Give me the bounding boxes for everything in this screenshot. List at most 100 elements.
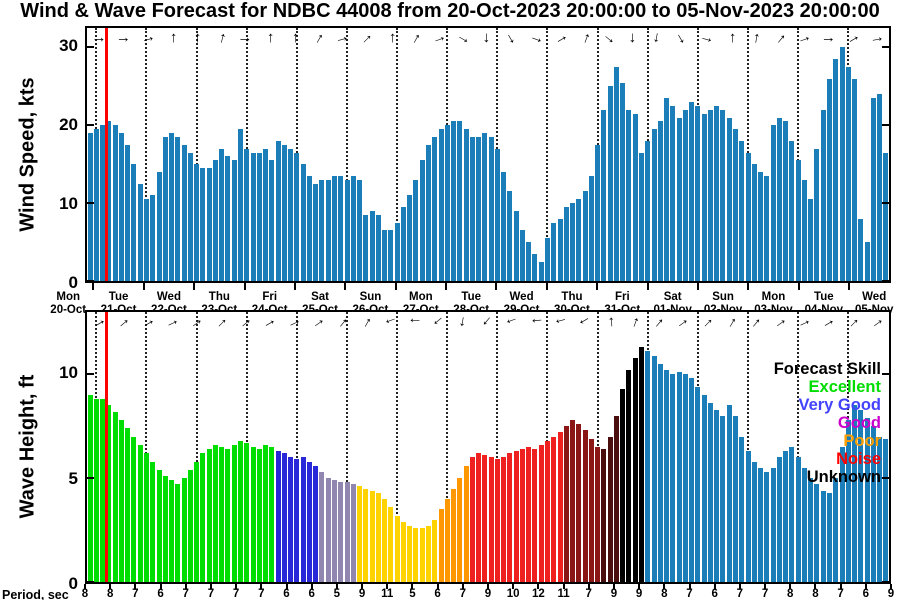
wind-bar xyxy=(826,78,832,281)
period-tick-mark xyxy=(411,584,414,589)
wind-bar xyxy=(607,86,613,281)
period-value: 9 xyxy=(484,588,492,600)
wave-bar xyxy=(557,432,563,582)
forecast-skill-legend: Forecast Skill Excellent Very Good Good … xyxy=(774,360,881,486)
y-tick-mark xyxy=(87,581,94,582)
wind-bar xyxy=(701,113,707,281)
period-tick-mark xyxy=(638,584,641,589)
wind-bar xyxy=(150,195,156,281)
wave-bar xyxy=(820,490,826,582)
period-tick-mark xyxy=(890,584,892,589)
day-tick-mark xyxy=(293,283,296,290)
day-gridline xyxy=(145,28,148,281)
wind-bar xyxy=(212,160,218,281)
wave-bar xyxy=(494,459,500,582)
wind-bar xyxy=(187,152,193,281)
period-tick-mark xyxy=(184,584,187,589)
period-value: 5 xyxy=(409,588,416,600)
period-tick-mark xyxy=(839,584,842,589)
wind-direction-arrow: → xyxy=(820,29,836,46)
wave-bar xyxy=(413,528,419,582)
wind-direction-arrow: → xyxy=(237,29,253,46)
wind-direction-arrow: → xyxy=(332,27,352,48)
wave-direction-arrow: → xyxy=(599,313,619,331)
wind-bar xyxy=(720,109,726,281)
wave-bar xyxy=(745,451,751,582)
period-tick-mark xyxy=(159,584,162,589)
period-value: 7 xyxy=(132,588,139,600)
wave-bar xyxy=(275,451,281,582)
wind-bar xyxy=(175,137,181,281)
period-tick-mark xyxy=(537,584,540,589)
wind-bar xyxy=(488,137,494,281)
day-tick-mark xyxy=(445,283,448,290)
wave-bar xyxy=(833,478,839,582)
period-tick-mark xyxy=(789,584,792,589)
wave-bar xyxy=(375,492,381,582)
wind-bar xyxy=(513,210,519,281)
period-value: 7 xyxy=(459,588,467,600)
period-value: 5 xyxy=(333,588,341,600)
legend-entry-excellent: Excellent xyxy=(808,378,881,396)
wind-direction-arrow: → xyxy=(598,26,622,49)
wave-bar xyxy=(789,447,795,582)
wind-bar xyxy=(808,199,814,281)
wave-bar xyxy=(231,444,237,582)
wind-bar xyxy=(689,101,695,281)
wave-bar xyxy=(225,449,231,582)
period-tick-mark xyxy=(235,584,238,589)
wind-bar xyxy=(707,109,713,281)
wave-bar xyxy=(826,492,832,582)
y-tick-mark xyxy=(87,46,94,49)
current-time-line xyxy=(104,28,108,281)
wind-bar xyxy=(313,183,319,281)
wind-bar xyxy=(469,137,475,281)
wind-bar xyxy=(331,175,337,281)
period-value: 11 xyxy=(557,588,570,600)
wind-bar xyxy=(645,140,651,281)
wave-direction-arrow: → xyxy=(646,310,670,333)
wind-bar xyxy=(388,230,394,281)
day-gridline xyxy=(295,312,298,582)
day-tick-mark xyxy=(545,283,548,290)
wind-bar xyxy=(657,121,663,281)
wind-bar xyxy=(112,125,118,281)
wind-bar xyxy=(269,160,275,281)
period-value: 7 xyxy=(837,588,844,600)
wave-bar xyxy=(425,525,431,582)
wind-bar xyxy=(751,164,757,281)
wave-bar xyxy=(701,395,707,582)
period-value: 6 xyxy=(308,588,315,600)
wave-bar xyxy=(238,440,243,582)
wind-bar xyxy=(789,140,795,281)
wave-bar xyxy=(394,515,400,582)
y-tick-mark xyxy=(87,202,94,205)
wind-bar xyxy=(776,117,782,281)
wave-bar xyxy=(187,469,193,582)
wave-bar xyxy=(357,486,363,582)
wind-bar xyxy=(300,164,306,281)
wind-bar xyxy=(169,133,175,281)
day-name: Wed xyxy=(509,291,534,303)
wave-direction-arrow: → xyxy=(111,310,135,333)
wind-direction-arrow: → xyxy=(697,27,717,48)
y-tick-mark xyxy=(882,124,889,127)
wave-bar xyxy=(325,478,331,582)
wave-bar xyxy=(783,451,789,582)
day-name: Fri xyxy=(262,291,278,303)
wave-bar xyxy=(751,461,757,582)
day-name: Sat xyxy=(663,291,682,303)
wave-bar xyxy=(438,509,444,582)
wave-bar xyxy=(657,363,663,582)
y-tick-mark xyxy=(882,202,889,205)
wind-direction-arrow: → xyxy=(453,26,475,49)
wind-bar xyxy=(419,160,425,281)
day-gridline xyxy=(145,312,148,582)
wave-bar xyxy=(870,426,876,582)
period-tick-mark xyxy=(84,584,86,589)
wave-direction-arrow: → xyxy=(407,314,423,331)
wind-bar xyxy=(801,179,807,281)
y-tick-label: 30 xyxy=(59,35,78,55)
wind-bar xyxy=(394,222,400,281)
wave-bar xyxy=(300,457,306,582)
